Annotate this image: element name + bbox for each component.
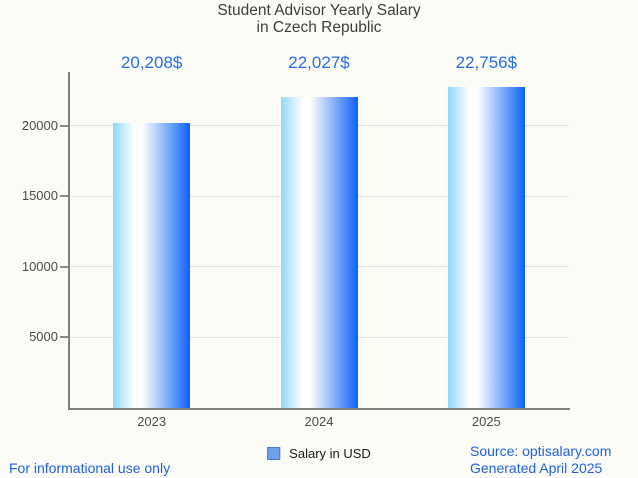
y-axis-tick (60, 336, 68, 339)
y-axis-label: 5000 (29, 329, 58, 345)
y-axis-tick (60, 124, 68, 127)
chart-title-line-2: in Czech Republic (256, 18, 382, 36)
chart-title: Student Advisor Yearly Salary in Czech R… (0, 2, 638, 36)
source-text: Source: optisalary.com (470, 443, 612, 459)
x-axis-label: 2025 (471, 414, 501, 429)
generated-text: Generated April 2025 (470, 459, 603, 476)
bar-value-label: 20,208$ (120, 53, 183, 72)
x-axis-label: 2024 (304, 414, 334, 429)
y-axis-line (68, 72, 70, 410)
chart-title-line-1: Student Advisor Yearly Salary (217, 2, 421, 19)
y-axis-label: 15000 (21, 188, 58, 204)
disclaimer-text: For informational use only (9, 460, 171, 476)
x-axis-line (68, 408, 570, 410)
bar (447, 86, 525, 408)
y-axis-label: 10000 (21, 258, 58, 274)
y-axis-tick (60, 195, 68, 198)
y-axis-tick (60, 265, 68, 268)
source-block: Source: optisalary.com Generated April 2… (470, 443, 611, 476)
bar (280, 97, 358, 408)
x-axis-label: 2023 (137, 414, 167, 429)
bar-value-label: 22,756$ (455, 53, 518, 72)
bar (113, 122, 191, 408)
bar-value-label: 22,027$ (288, 53, 350, 72)
legend-swatch-icon (267, 447, 281, 460)
legend-label: Salary in USD (289, 446, 371, 461)
y-axis-label: 20000 (21, 117, 58, 133)
chart-legend: Salary in USD (267, 446, 371, 461)
